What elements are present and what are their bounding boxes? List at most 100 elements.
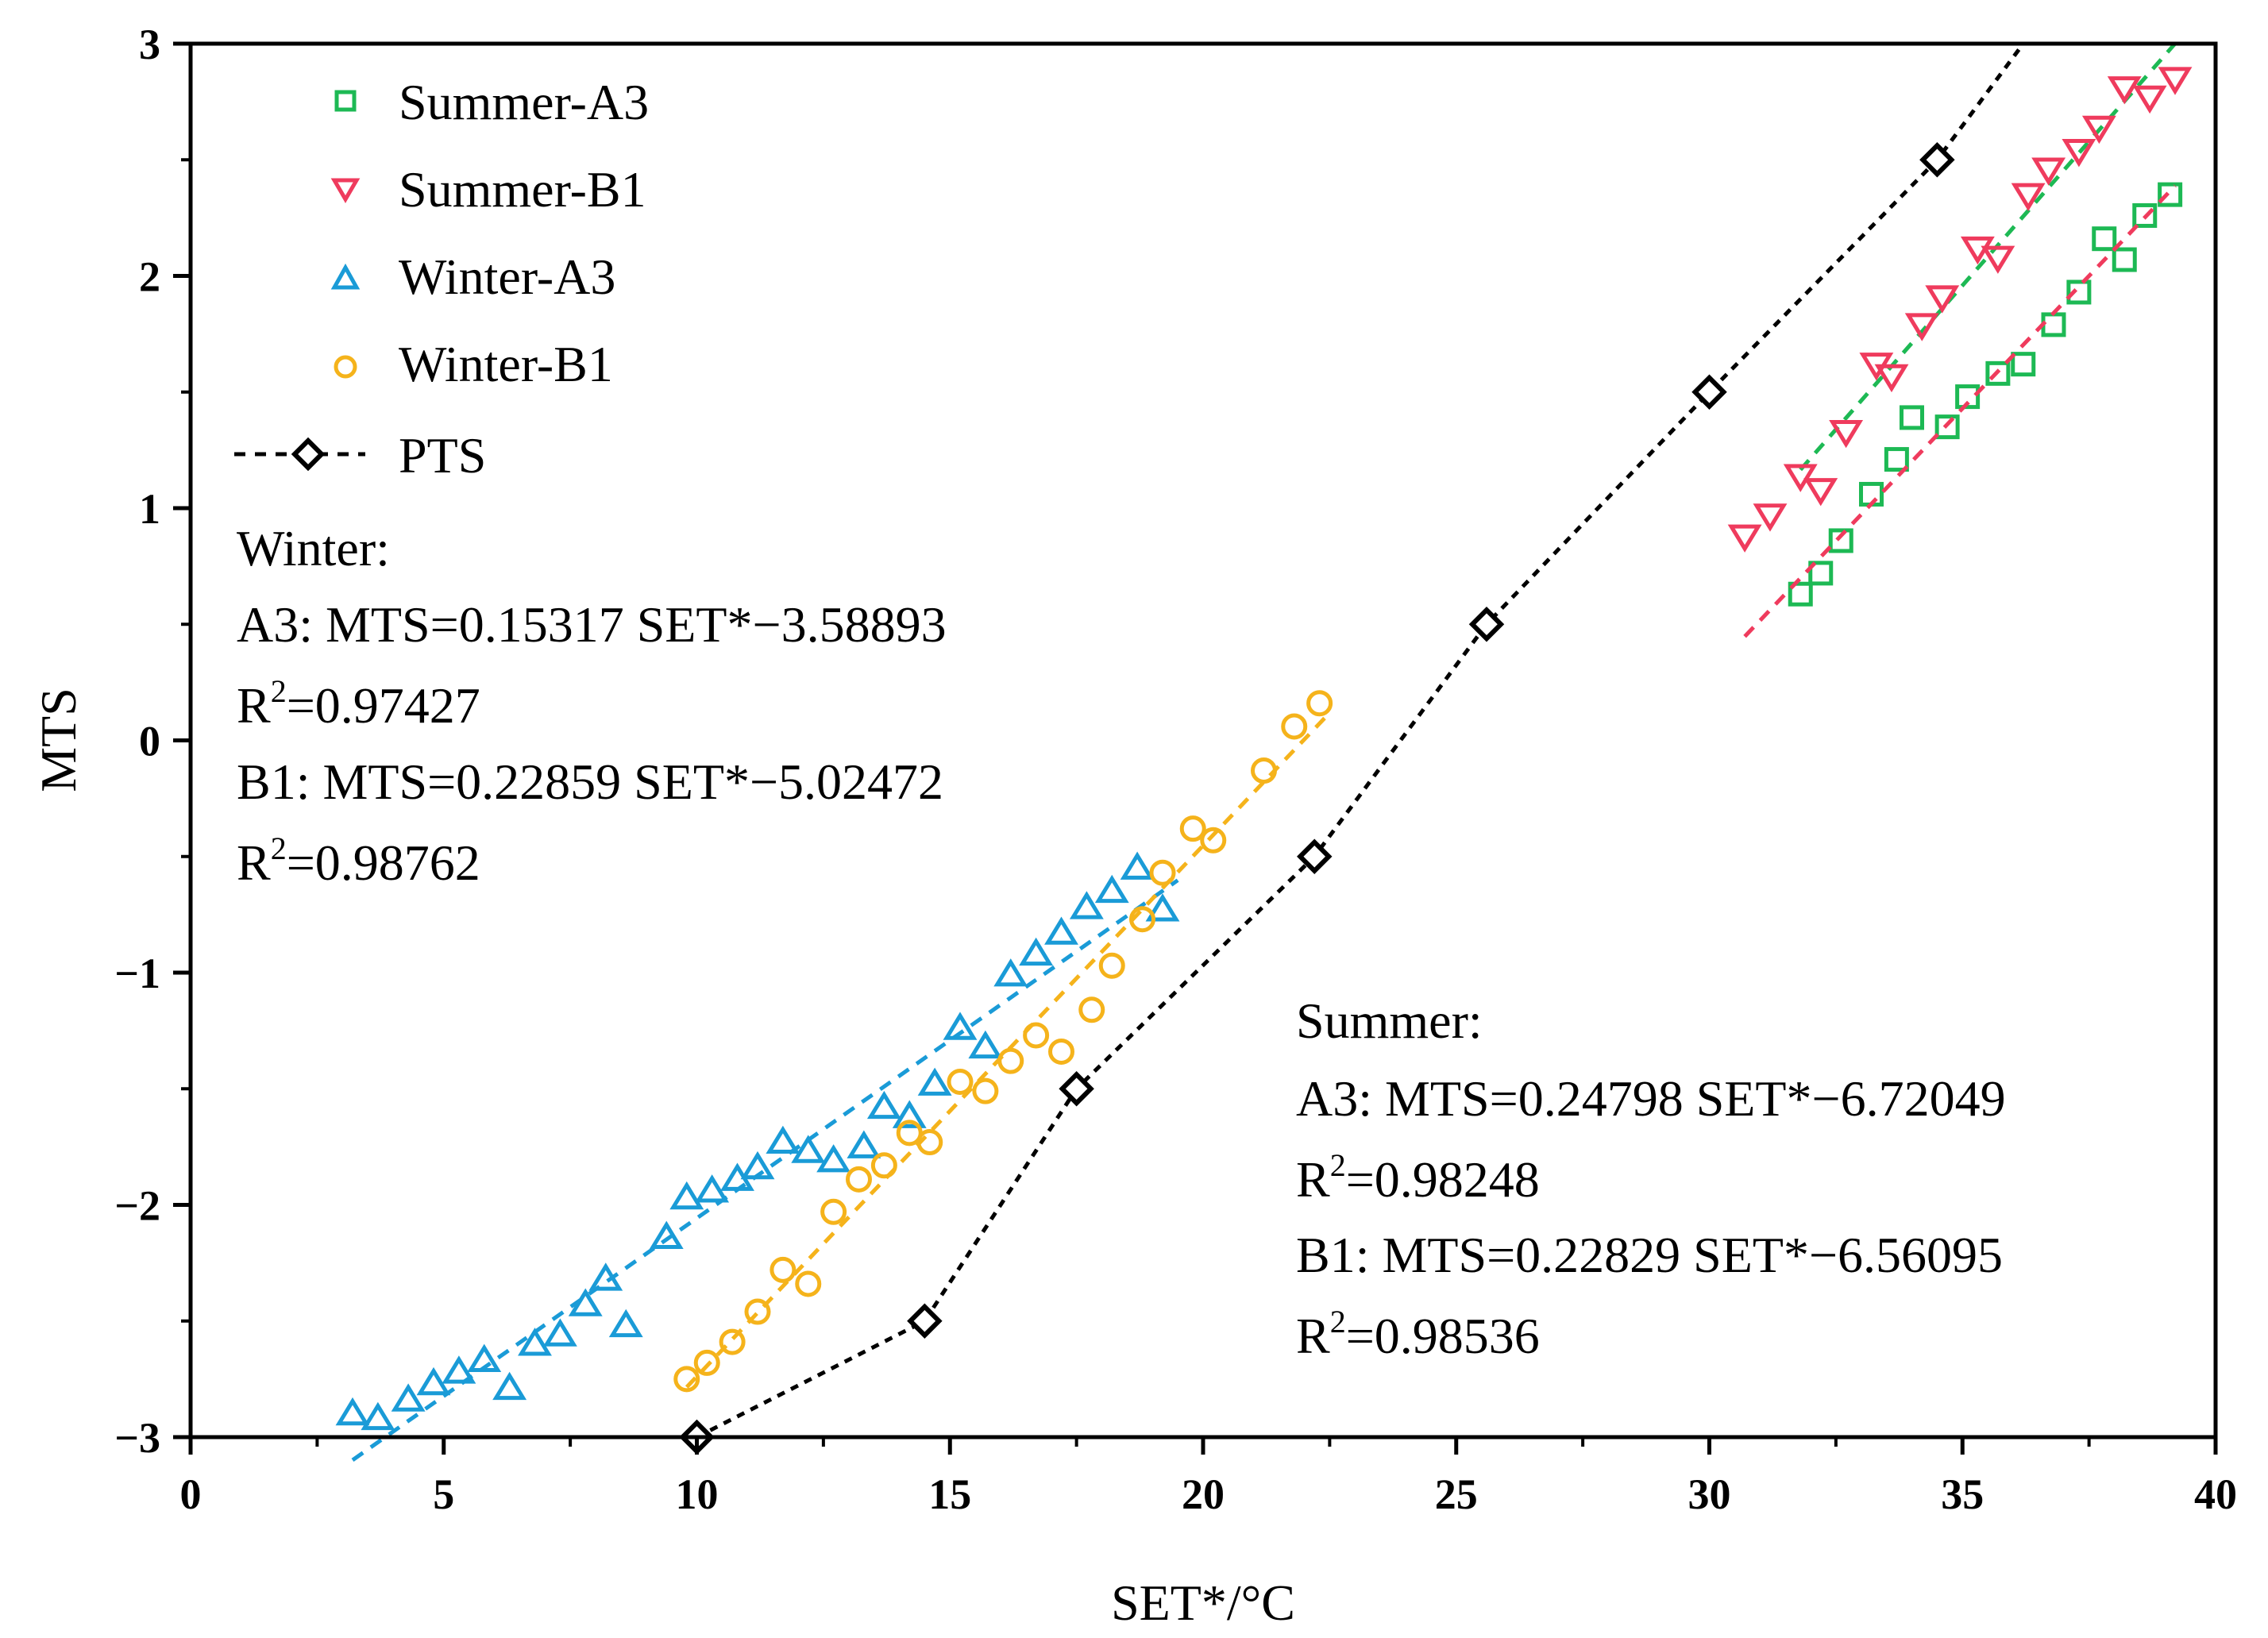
r2-value: =0.98762: [287, 834, 480, 891]
r2-prefix: R: [237, 677, 271, 734]
data-point: [588, 1262, 623, 1291]
data-point: [568, 1288, 603, 1316]
winter-a3-r2: R2=0.97427: [237, 673, 480, 734]
data-point: [542, 1318, 577, 1347]
data-point: [907, 1303, 943, 1339]
legend: Summer-A3 Summer-B1 Winter-A3 Winter-B1 …: [234, 74, 649, 484]
r2-value: =0.98536: [1346, 1308, 1540, 1364]
x-tick-label: 25: [1435, 1470, 1478, 1518]
r2-superscript: 2: [271, 673, 287, 709]
fit-line: [1743, 184, 2177, 638]
data-point: [1985, 360, 2011, 386]
summer-a3-equation: A3: MTS=0.24798 SET*−6.72049: [1296, 1070, 2006, 1127]
data-point: [2041, 312, 2066, 337]
data-point: [997, 1047, 1024, 1074]
data-point: [2107, 76, 2142, 105]
data-point: [1828, 528, 1853, 553]
data-point: [916, 1129, 943, 1156]
data-point: [1788, 581, 1813, 607]
data-point: [1059, 1071, 1094, 1107]
series-layer: [335, 42, 2193, 1462]
r2-superscript: 2: [1330, 1147, 1346, 1183]
data-point: [1179, 815, 1206, 842]
fit-line: [1799, 42, 2177, 472]
data-point: [2011, 352, 2036, 377]
data-point: [695, 1174, 730, 1203]
data-point: [442, 1355, 476, 1384]
data-point: [993, 958, 1028, 987]
data-point: [2158, 182, 2183, 207]
series-pts: [679, 42, 2025, 1455]
summer-heading: Summer:: [1296, 992, 1483, 1049]
data-point: [1900, 405, 1924, 430]
data-point: [335, 1397, 370, 1426]
data-point: [518, 1328, 552, 1356]
y-tick-label: 3: [139, 21, 160, 68]
data-point: [1884, 447, 1909, 472]
legend-label: Winter-B1: [399, 336, 613, 392]
y-tick-label: 0: [139, 718, 160, 765]
data-point: [1468, 607, 1505, 642]
data-point: [892, 1100, 927, 1128]
data-point: [947, 1068, 974, 1095]
legend-label: Summer-B1: [399, 161, 646, 218]
data-point: [870, 1152, 897, 1179]
legend-marker-circle: [334, 355, 357, 379]
summer-a3-r2: R2=0.98248: [1296, 1147, 1540, 1208]
data-point: [1727, 524, 1762, 553]
legend-marker-triangle-down: [330, 178, 361, 203]
series-summer-a3: [1788, 42, 2183, 607]
data-point: [820, 1198, 847, 1225]
pts-line: [696, 42, 2025, 1440]
r2-prefix: R: [237, 834, 271, 891]
y-tick-label: −1: [114, 950, 160, 997]
data-point: [391, 1383, 426, 1412]
data-point: [1094, 874, 1129, 904]
legend-item-winter-b1: Winter-B1: [334, 336, 613, 392]
legend-item-pts: PTS: [234, 427, 486, 484]
data-point: [968, 1030, 1003, 1059]
data-point: [1783, 464, 1818, 492]
data-point: [608, 1308, 643, 1338]
data-point: [1120, 851, 1155, 880]
x-tick-label: 30: [1688, 1470, 1731, 1518]
data-point: [1098, 952, 1125, 979]
data-point: [2081, 115, 2116, 145]
data-point: [492, 1371, 527, 1401]
data-point: [1023, 1022, 1050, 1049]
legend-marker-triangle-up: [330, 263, 361, 290]
winter-annotation: Winter: A3: MTS=0.15317 SET*−3.58893 R2=…: [237, 520, 947, 891]
data-point: [1874, 364, 1909, 393]
data-point: [1048, 1038, 1074, 1065]
data-point: [1981, 245, 2015, 274]
r2-superscript: 2: [1330, 1304, 1346, 1339]
data-point: [846, 1166, 872, 1193]
x-tick-label: 10: [676, 1470, 719, 1518]
y-axis-title: MTS: [30, 688, 87, 792]
data-point: [1044, 916, 1078, 945]
y-tick-label: 1: [139, 485, 160, 533]
legend-item-summer-b1: Summer-B1: [330, 161, 646, 218]
data-point: [1306, 690, 1333, 717]
x-tick-label: 20: [1182, 1470, 1225, 1518]
data-point: [1934, 414, 1960, 440]
data-point: [361, 1401, 395, 1431]
data-point: [1145, 893, 1180, 922]
data-point: [866, 1090, 901, 1120]
series-summer-b1: [1727, 67, 2193, 638]
y-tick-label: −2: [114, 1182, 160, 1230]
data-point: [2158, 67, 2193, 95]
y-tick-label: 2: [139, 253, 160, 301]
summer-annotation: Summer: A3: MTS=0.24798 SET*−6.72049 R2=…: [1296, 992, 2006, 1364]
x-axis-title: SET*/°C: [1111, 1574, 1295, 1631]
data-point: [2132, 85, 2167, 114]
legend-item-summer-a3: Summer-A3: [334, 74, 649, 130]
x-tick-label: 40: [2194, 1470, 2237, 1518]
data-point: [1078, 996, 1105, 1023]
winter-heading: Winter:: [237, 520, 390, 576]
x-tick-label: 35: [1941, 1470, 1984, 1518]
data-point: [770, 1256, 796, 1283]
data-point: [2132, 202, 2158, 228]
data-point: [972, 1077, 999, 1104]
data-point: [816, 1144, 851, 1173]
